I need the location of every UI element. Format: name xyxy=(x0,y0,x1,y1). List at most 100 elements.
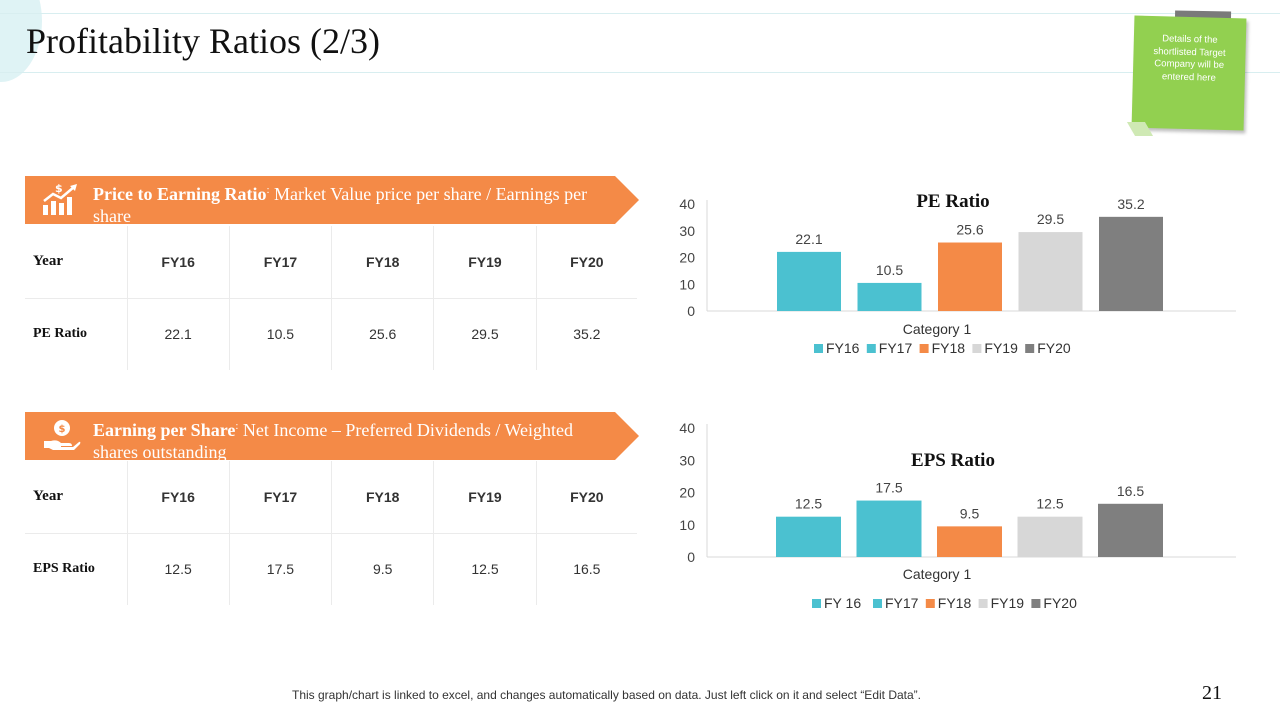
eps-banner: $ Earning per Share: Net Income – Prefer… xyxy=(25,412,639,463)
data-label: 35.2 xyxy=(1117,196,1144,212)
coin-hand-icon: $ xyxy=(44,420,81,450)
svg-text:$: $ xyxy=(55,183,63,195)
y-tick-label: 40 xyxy=(679,420,695,436)
data-label: 29.5 xyxy=(1037,211,1064,227)
legend-swatch xyxy=(873,599,882,608)
chart-title: EPS Ratio xyxy=(911,450,995,471)
table-cell: 12.5 xyxy=(126,533,230,605)
category-label: Category 1 xyxy=(903,321,972,337)
bar-fy16 xyxy=(777,251,841,311)
y-tick-label: 10 xyxy=(679,276,695,292)
legend-swatch xyxy=(1031,599,1041,608)
eps-banner-shape xyxy=(25,412,639,460)
bar-fy17 xyxy=(856,500,922,557)
eps-ratio-chart-svg: 0 10 20 30 40 EPS Ratio 12.5 17.5 9.5 12.5 16.5 Cat… xyxy=(679,420,1236,611)
table-cell: 16.5 xyxy=(535,533,637,605)
data-label: 25.6 xyxy=(956,222,983,238)
legend-label: FY16 xyxy=(826,340,860,356)
table-cell: PE Ratio xyxy=(33,326,88,342)
chart-title: PE Ratio xyxy=(916,191,989,212)
bar-fy20 xyxy=(1098,503,1163,557)
eps-heading: Earning per Share xyxy=(93,420,236,440)
legend-swatch xyxy=(866,344,876,353)
top-rule xyxy=(0,13,1280,14)
footer-note: This graph/chart is linked to excel, and… xyxy=(292,688,921,702)
sticky-note-body: Details of the shortlisted Target Compan… xyxy=(1131,15,1247,131)
y-tick-label: 20 xyxy=(679,485,695,501)
eps-colon: : xyxy=(235,420,239,432)
eps-banner-text: Earning per Share: Net Income – Preferre… xyxy=(93,415,593,463)
pe-table: Year FY16 FY17 FY18 FY19 FY20 PE Ratio 2… xyxy=(25,226,637,370)
legend-swatch xyxy=(925,599,935,608)
legend-swatch xyxy=(919,344,929,353)
bar-fy17 xyxy=(857,282,922,311)
legend-swatch xyxy=(812,599,821,608)
data-label: 12.5 xyxy=(795,496,822,512)
table-cell: 25.6 xyxy=(331,298,434,370)
table-cell: 35.2 xyxy=(535,298,637,370)
y-tick-label: 30 xyxy=(679,452,695,468)
svg-text:$: $ xyxy=(59,424,66,435)
eps-description: Net Income – Preferred Dividends / Weigh… xyxy=(93,420,574,462)
legend-label: FY20 xyxy=(1043,595,1077,611)
page-number: 21 xyxy=(1202,682,1222,704)
table-cell: FY16 xyxy=(126,226,230,298)
table-cell: 12.5 xyxy=(433,533,537,605)
legend-swatch xyxy=(1025,344,1035,353)
table-row: PE Ratio 22.1 10.5 25.6 29.5 35.2 xyxy=(25,298,637,370)
sticky-note-text: Details of the shortlisted Target Compan… xyxy=(1153,33,1226,84)
legend-label: FY19 xyxy=(991,595,1025,611)
table-cell: FY17 xyxy=(228,461,332,533)
legend-label: FY20 xyxy=(1037,340,1071,356)
table-row: Year FY16 FY17 FY18 FY19 FY20 xyxy=(25,461,637,533)
table-cell: FY17 xyxy=(228,226,332,298)
y-tick-label: 20 xyxy=(679,250,695,266)
data-label: 16.5 xyxy=(1117,483,1144,499)
bar-fy18 xyxy=(938,242,1002,311)
pe-banner-text: Price to Earning Ratio: Market Value pri… xyxy=(93,179,593,227)
y-tick-label: 40 xyxy=(679,196,695,212)
y-tick-label: 0 xyxy=(687,303,695,319)
y-tick-label: 10 xyxy=(679,517,695,533)
bar-fy16 xyxy=(776,516,841,557)
table-cell: FY19 xyxy=(433,226,537,298)
table-cell: FY18 xyxy=(331,461,434,533)
pe-heading: Price to Earning Ratio xyxy=(93,184,267,204)
table-cell: FY20 xyxy=(535,226,637,298)
legend-label: FY 16 xyxy=(824,595,861,611)
table-row: Year FY16 FY17 FY18 FY19 FY20 xyxy=(25,226,637,298)
data-label: 22.1 xyxy=(795,231,822,247)
y-tick-label: 0 xyxy=(687,549,695,565)
bar-fy19 xyxy=(1018,232,1083,311)
table-cell: FY18 xyxy=(331,226,434,298)
table-cell: FY19 xyxy=(433,461,537,533)
pe-ratio-chart[interactable]: 0 10 20 30 40 PE Ratio 22.1 10.5 25.6 29.5 35.2 Cat… xyxy=(660,185,1260,370)
table-row: EPS Ratio 12.5 17.5 9.5 12.5 16.5 xyxy=(25,533,637,605)
pe-banner-shape xyxy=(25,176,639,224)
pe-colon: : xyxy=(266,184,270,196)
table-cell: Year xyxy=(33,488,63,505)
pe-description: Market Value price per share / Earnings … xyxy=(93,184,588,226)
page-title: Profitability Ratios (2/3) xyxy=(26,21,380,61)
table-cell: 10.5 xyxy=(228,298,332,370)
eps-ratio-chart[interactable]: 0 10 20 30 40 EPS Ratio 12.5 17.5 9.5 12.5 16.5 Cat… xyxy=(660,418,1260,618)
table-cell: EPS Ratio xyxy=(33,561,95,577)
table-cell: FY16 xyxy=(126,461,230,533)
sticky-note: Details of the shortlisted Target Compan… xyxy=(1126,10,1248,136)
table-cell: 17.5 xyxy=(228,533,332,605)
table-cell: FY20 xyxy=(535,461,637,533)
legend-swatch xyxy=(814,344,823,353)
pe-ratio-chart-svg: 0 10 20 30 40 PE Ratio 22.1 10.5 25.6 29.5 35.2 Cat… xyxy=(679,191,1236,356)
y-tick-label: 30 xyxy=(679,223,695,239)
table-cell: Year xyxy=(33,253,63,270)
pe-banner: $ Price to Earning Ratio: Market Value p… xyxy=(25,176,639,227)
data-label: 9.5 xyxy=(960,505,980,521)
bar-fy20 xyxy=(1099,216,1163,311)
growth-chart-icon: $ xyxy=(43,183,77,215)
bar-fy18 xyxy=(937,526,1002,557)
table-cell: 9.5 xyxy=(331,533,434,605)
legend-swatch xyxy=(978,599,988,608)
legend-label: FY18 xyxy=(938,595,972,611)
data-label: 17.5 xyxy=(875,480,902,496)
bar-fy19 xyxy=(1017,516,1083,557)
